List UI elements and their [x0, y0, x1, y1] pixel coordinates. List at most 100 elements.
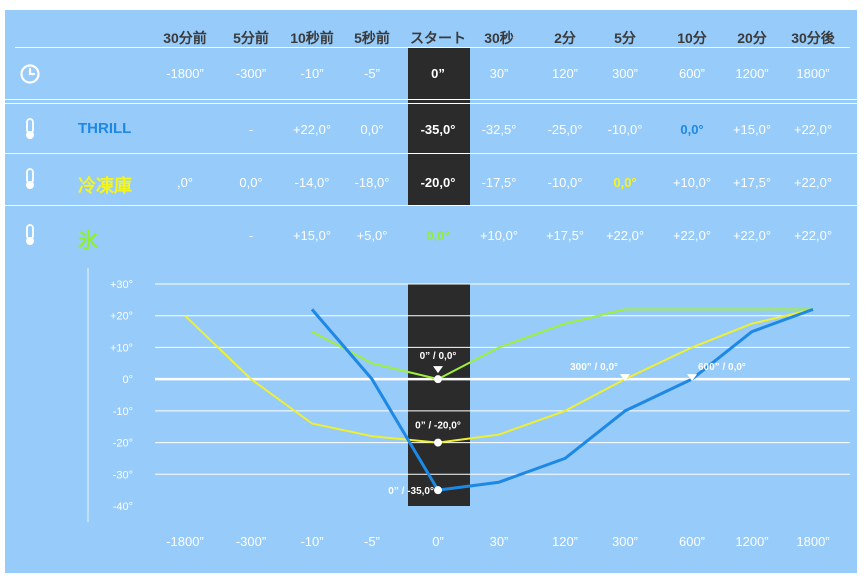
seconds-cell: 300” — [611, 66, 639, 81]
marker-dot — [434, 486, 442, 495]
seconds-cell: 1200” — [735, 66, 769, 81]
seconds-cell: 120” — [551, 66, 579, 81]
seconds-cell: 1800” — [796, 66, 830, 81]
temperature-cell: - — [248, 122, 254, 137]
temperature-cell: -10,0° — [547, 175, 583, 190]
point-annotation: 300” / 0,0° — [570, 362, 618, 373]
temperature-cell: -18,0° — [354, 175, 390, 190]
seconds-cell: -10” — [300, 66, 324, 81]
time-header-label: 2分 — [554, 30, 576, 46]
time-header-label: 20分 — [737, 30, 767, 46]
y-tick-label: +20° — [110, 311, 133, 323]
time-header-label: 5分 — [614, 30, 636, 46]
temperature-timeline-panel: +30° +20° +10° 0° -10° -20° -30° -40° -1800” -300… — [5, 10, 857, 573]
divider — [5, 99, 857, 100]
time-header-label: 5秒前 — [354, 30, 390, 46]
start-column-highlight — [408, 47, 470, 205]
x-tick-label: -5” — [364, 534, 380, 549]
temperature-cell: +22,0° — [292, 122, 332, 137]
time-header-label: 30分前 — [163, 30, 207, 46]
y-tick-label: +30° — [110, 279, 133, 291]
temperature-cell: +17,5° — [545, 228, 585, 243]
x-tick-label: 120” — [552, 534, 578, 549]
temperature-line-chart: +30° +20° +10° 0° -10° -20° -30° -40° -1800” -300… — [87, 268, 850, 549]
divider — [15, 47, 850, 48]
divider — [5, 103, 857, 104]
x-tick-label: -10” — [300, 534, 323, 549]
thermometer-icon — [26, 224, 34, 245]
marker-dot — [434, 375, 442, 384]
marker-triangle — [620, 374, 630, 382]
time-header-label: スタート — [410, 30, 466, 46]
divider — [5, 153, 857, 154]
y-tick-label: +10° — [110, 342, 133, 354]
temperature-cell: +22,0° — [793, 175, 833, 190]
x-tick-label: 1200” — [735, 534, 768, 549]
clock-icon — [20, 64, 40, 84]
time-header-label: 5分前 — [233, 30, 269, 46]
seconds-cell: 30” — [489, 66, 509, 81]
row-label: 冷凍庫 — [78, 175, 132, 196]
temperature-cell: ,0° — [176, 175, 194, 190]
series-line-thrill — [310, 307, 814, 492]
temperature-cell: +22,0° — [605, 228, 645, 243]
temperature-cell: -17,5° — [481, 175, 517, 190]
x-tick-label: 30” — [490, 534, 509, 549]
temperature-cell: +22,0° — [793, 228, 833, 243]
start-column-chart-highlight — [408, 284, 470, 506]
point-annotation: 0” / -20,0° — [415, 421, 461, 432]
temperature-cell: - — [248, 228, 254, 243]
temperature-cell: -35,0° — [420, 122, 456, 137]
temperature-cell: -25,0° — [547, 122, 583, 137]
row-label: 氷 — [78, 229, 98, 252]
x-tick-label: 1800” — [796, 534, 829, 549]
temperature-cell: -20,0° — [420, 175, 456, 190]
x-tick-label: 0” — [432, 534, 444, 549]
x-tick-label: 300” — [612, 534, 638, 549]
temperature-cell: 0,0° — [680, 122, 704, 137]
temperature-cell: +22,0° — [793, 122, 833, 137]
y-tick-label: -30° — [113, 469, 133, 481]
temperature-cell: +15,0° — [732, 122, 772, 137]
time-header-label: 30分後 — [791, 30, 835, 46]
temperature-cell: 0,0° — [613, 175, 637, 190]
y-tick-label: -10° — [113, 406, 133, 418]
thermometer-icon — [26, 168, 34, 189]
thermometer-icon — [26, 118, 34, 139]
seconds-cell: -1800” — [166, 66, 204, 81]
row-label: THRILL — [78, 120, 132, 137]
x-tick-label: -1800” — [166, 534, 204, 549]
seconds-cell: 600” — [678, 66, 706, 81]
point-annotation: 0” / -35,0° — [388, 486, 434, 497]
temperature-cell: -10,0° — [607, 122, 643, 137]
seconds-cell: -300” — [235, 66, 267, 81]
temperature-cell: -32,5° — [481, 122, 517, 137]
y-tick-label: 0° — [122, 374, 133, 386]
temperature-cell: 0,0° — [239, 175, 263, 190]
temperature-cell: +5,0° — [356, 228, 388, 243]
seconds-cell: -5” — [364, 66, 380, 81]
temperature-cell: +22,0° — [672, 228, 712, 243]
temperature-cell: -14,0° — [294, 175, 330, 190]
marker-triangle — [433, 366, 443, 374]
temperature-cell: 0,0° — [426, 228, 450, 243]
x-tick-label: -300” — [236, 534, 266, 549]
marker-dot — [434, 438, 442, 447]
series-line-freezer — [184, 308, 814, 444]
marker-triangle — [687, 374, 697, 382]
y-tick-label: -20° — [113, 438, 133, 450]
seconds-cell: 0” — [431, 66, 445, 81]
point-annotation: 600” / 0,0° — [698, 362, 746, 373]
temperature-cell: +15,0° — [292, 228, 332, 243]
time-header-label: 10秒前 — [290, 30, 334, 46]
series-line-ice — [311, 308, 813, 381]
x-tick-label: 600” — [679, 534, 705, 549]
y-tick-label: -40° — [113, 501, 133, 513]
temperature-cell: +10,0° — [479, 228, 519, 243]
temperature-cell: +17,5° — [732, 175, 772, 190]
temperature-cell: +10,0° — [672, 175, 712, 190]
time-header-label: 30秒 — [484, 30, 514, 46]
temperature-cell: +22,0° — [732, 228, 772, 243]
divider — [5, 205, 857, 206]
point-annotation: 0” / 0,0° — [420, 351, 457, 362]
